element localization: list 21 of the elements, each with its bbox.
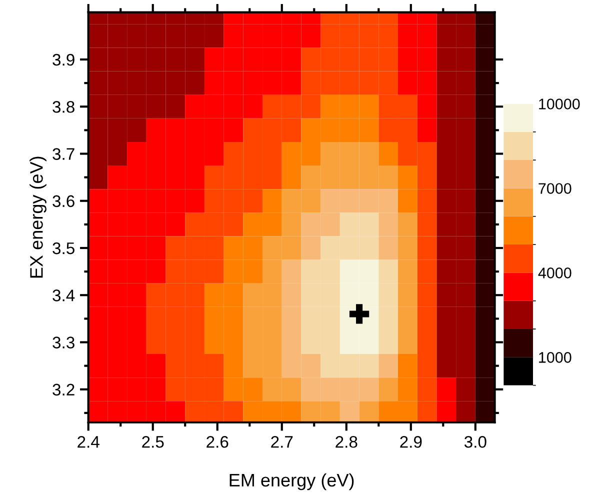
y-tick-label: 3.3: [52, 336, 74, 348]
y-tick-label: 3.7: [52, 148, 74, 160]
x-axis-title: EM energy (eV): [230, 473, 354, 490]
x-tick-label: 3.0: [464, 436, 486, 448]
color-bar-label: 4000: [538, 268, 572, 278]
x-tick-label: 2.8: [336, 436, 358, 448]
color-bar-label: 10000: [539, 98, 580, 110]
y-tick-label: 3.6: [52, 195, 74, 208]
y-tick-label: 3.5: [52, 242, 74, 254]
x-tick-label: 2.9: [400, 436, 422, 448]
color-bar-label: 7000: [538, 183, 572, 194]
y-axis-title: EX energy (eV): [30, 156, 46, 278]
y-tick-label: 3.2: [52, 384, 74, 396]
y-tick-label: 3.4: [52, 290, 75, 302]
x-tick-label: 2.4: [78, 436, 100, 448]
x-tick-label: 2.6: [206, 436, 228, 448]
y-tick-label: 3.9: [52, 54, 74, 66]
x-tick-label: 2.5: [142, 436, 164, 448]
color-bar-label: 1000: [539, 352, 572, 363]
x-tick-label: 2.7: [271, 436, 293, 448]
y-tick-label: 3.8: [52, 101, 74, 113]
